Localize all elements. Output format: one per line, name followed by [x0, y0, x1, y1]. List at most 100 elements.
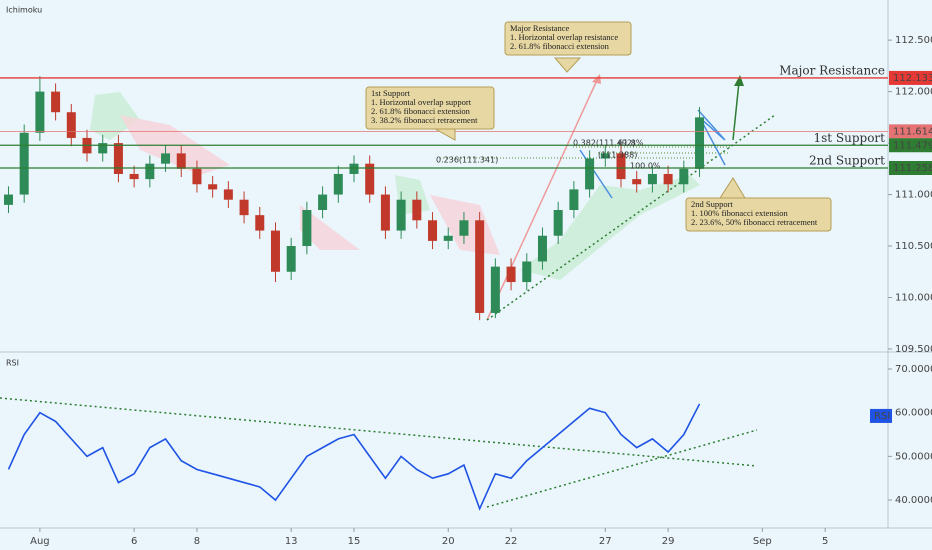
panel-label: Ichimoku — [6, 6, 42, 15]
x-tick-label: 29 — [662, 536, 675, 547]
level-name: 1st Support — [813, 131, 885, 145]
candle-body — [161, 153, 171, 164]
rsi-line — [7, 403, 701, 511]
x-tick-label: 5 — [822, 536, 828, 547]
y-tick-label: 50.0000 — [895, 451, 932, 462]
callout-text: 1. Horizontal overlap resistance — [510, 32, 618, 42]
candle-body — [255, 215, 265, 231]
candle-body — [66, 112, 76, 138]
candle-body — [679, 168, 689, 185]
candle-body — [223, 189, 233, 200]
projection-arrow — [697, 109, 726, 166]
level-name: Major Resistance — [779, 63, 885, 77]
arrowhead — [734, 75, 744, 86]
candle-body — [270, 230, 280, 272]
series-badge — [870, 408, 892, 423]
candle-body — [632, 179, 642, 185]
y-tick-label: 40.0000 — [895, 495, 932, 506]
level-name: 2nd Support — [809, 154, 885, 168]
candle-body — [3, 194, 13, 205]
callout-pointer — [553, 57, 582, 73]
candle-body — [695, 117, 705, 169]
y-tick-label: 70.0000 — [895, 364, 932, 375]
x-tick-label: 27 — [599, 536, 612, 547]
x-tick-label: 13 — [285, 536, 298, 547]
callout-box — [504, 21, 632, 56]
candle-body — [98, 143, 108, 154]
callout-text: 2nd Support — [691, 199, 733, 209]
candle-body — [365, 163, 375, 195]
x-tick-label: 20 — [442, 536, 455, 547]
candle-body — [647, 173, 657, 185]
candle-body — [663, 173, 673, 185]
candle-body — [396, 199, 406, 231]
candle-body — [475, 220, 485, 313]
series-badge-label: RSI — [874, 411, 890, 422]
price-badge-label: 111.479 — [893, 140, 932, 151]
price-badge — [889, 70, 932, 85]
candle-body — [537, 235, 547, 262]
candle-body — [490, 266, 500, 313]
fib-label: (111.388) — [598, 151, 637, 160]
candle-body — [333, 173, 343, 195]
projection-arrow — [579, 149, 613, 199]
x-tick-label: 6 — [131, 536, 137, 547]
candle-body — [192, 168, 202, 185]
projection-arrow — [486, 77, 599, 321]
projection-arrow — [732, 81, 740, 141]
price-badge — [889, 124, 932, 139]
candle-body — [600, 153, 610, 159]
callout-text: 2. 61.8% fibonacci extension — [510, 41, 610, 51]
callout-box — [685, 197, 832, 232]
price-badge — [889, 138, 932, 153]
candle-body — [239, 199, 249, 216]
x-tick-label: 15 — [348, 536, 361, 547]
candle-body — [506, 266, 516, 283]
price-badge-label: 112.133 — [893, 73, 932, 84]
fib-label: 0.382(111.492) — [573, 139, 635, 148]
price-badge-label: 111.614 — [893, 126, 932, 137]
callout-text: 3. 38.2% fibonacci retracement — [371, 115, 478, 125]
candle-body — [443, 235, 453, 241]
candle-body — [286, 246, 296, 272]
callout-text: 2. 61.8% fibonacci extension — [371, 106, 471, 116]
y-tick-label: 111.000 — [895, 190, 932, 201]
candle-body — [585, 158, 595, 190]
fib-label: 0.236(111.341) — [436, 156, 498, 165]
candle-body — [428, 220, 438, 241]
callout-box — [365, 86, 495, 130]
callout-text: 1. 100% fibonacci extension — [691, 208, 789, 218]
y-tick-label: 112.000 — [895, 87, 932, 98]
fib-label: 61.8% — [618, 139, 644, 148]
candle-body — [145, 163, 155, 180]
candle-body — [569, 189, 579, 210]
candle-body — [51, 91, 61, 113]
candle-body — [522, 261, 532, 283]
y-tick-label: 109.500 — [895, 344, 932, 355]
callout-text: Major Resistance — [510, 23, 569, 33]
arrowhead — [592, 74, 601, 84]
y-tick-label: 110.500 — [895, 241, 932, 252]
y-tick-label: 110.000 — [895, 293, 932, 304]
candle-body — [208, 184, 218, 190]
candle-body — [459, 220, 469, 236]
candle-body — [19, 132, 29, 195]
rsi-trendline — [486, 429, 758, 508]
candle-body — [176, 153, 186, 169]
candles — [3, 76, 705, 321]
candle-body — [35, 91, 45, 133]
price-badge — [889, 161, 932, 175]
x-tick-label: 8 — [194, 536, 200, 547]
x-tick-label: 22 — [505, 536, 518, 547]
candle-body — [349, 163, 359, 174]
trendline — [486, 114, 776, 321]
candle-body — [412, 199, 422, 221]
rsi-trendline — [0, 397, 758, 467]
candle-body — [318, 194, 328, 210]
candle-body — [380, 194, 390, 231]
candle-body — [616, 153, 626, 180]
panel-label: RSI — [6, 359, 19, 368]
